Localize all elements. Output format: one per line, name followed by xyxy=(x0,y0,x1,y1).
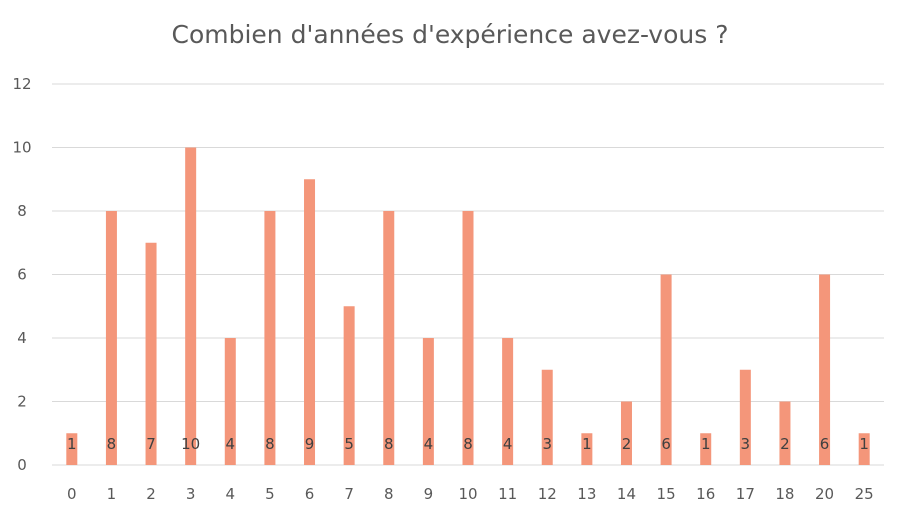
data-label-15: 6 xyxy=(661,435,671,453)
x-tick-label-25: 25 xyxy=(855,485,874,503)
bar-10 xyxy=(462,211,474,465)
bar-6 xyxy=(304,179,316,465)
bar-8 xyxy=(383,211,395,465)
data-label-12: 3 xyxy=(542,435,552,453)
data-label-6: 9 xyxy=(305,435,315,453)
y-tick-label-8: 8 xyxy=(17,202,27,220)
data-label-4: 4 xyxy=(226,435,236,453)
x-tick-label-6: 6 xyxy=(305,485,315,503)
x-tick-label-7: 7 xyxy=(344,485,354,503)
x-tick-label-14: 14 xyxy=(617,485,636,503)
data-label-5: 8 xyxy=(265,435,275,453)
bar-12 xyxy=(541,369,553,465)
bars xyxy=(66,147,870,465)
data-label-1: 8 xyxy=(107,435,117,453)
bar-14 xyxy=(620,401,632,465)
x-tick-label-9: 9 xyxy=(424,485,434,503)
x-tick-label-16: 16 xyxy=(696,485,715,503)
x-tick-label-11: 11 xyxy=(498,485,517,503)
bar-15 xyxy=(660,274,672,465)
bar-0 xyxy=(66,433,78,465)
y-axis-tick-labels: 0 2 4 6 8 10 12 xyxy=(12,75,31,474)
bar-5 xyxy=(264,211,276,465)
data-label-9: 4 xyxy=(424,435,434,453)
x-tick-label-2: 2 xyxy=(146,485,156,503)
bar-16 xyxy=(700,433,712,465)
bar-9 xyxy=(422,338,434,465)
bar-1 xyxy=(105,211,117,465)
x-tick-label-13: 13 xyxy=(577,485,596,503)
x-tick-label-12: 12 xyxy=(538,485,557,503)
data-label-7: 5 xyxy=(344,435,354,453)
data-label-18: 2 xyxy=(780,435,790,453)
data-label-25: 1 xyxy=(859,435,869,453)
x-tick-label-5: 5 xyxy=(265,485,275,503)
x-tick-label-0: 0 xyxy=(67,485,77,503)
x-axis-tick-labels: 0 1 2 3 4 5 6 7 8 9 10 11 12 13 14 15 16 17 18 20 25 xyxy=(67,485,874,503)
data-label-16: 1 xyxy=(701,435,711,453)
y-tick-label-12: 12 xyxy=(12,75,31,93)
data-label-8: 8 xyxy=(384,435,394,453)
y-tick-label-4: 4 xyxy=(17,329,27,347)
bar-11 xyxy=(502,338,514,465)
bar-20 xyxy=(819,274,831,465)
data-label-11: 4 xyxy=(503,435,513,453)
data-label-17: 3 xyxy=(741,435,751,453)
y-tick-label-6: 6 xyxy=(17,266,27,284)
y-tick-label-10: 10 xyxy=(12,139,31,157)
x-tick-label-8: 8 xyxy=(384,485,394,503)
x-tick-label-18: 18 xyxy=(775,485,794,503)
data-label-2: 7 xyxy=(146,435,156,453)
y-tick-label-2: 2 xyxy=(17,393,27,411)
bar-17 xyxy=(739,369,751,465)
bar-25 xyxy=(858,433,870,465)
x-tick-label-1: 1 xyxy=(107,485,117,503)
x-tick-label-4: 4 xyxy=(226,485,236,503)
x-tick-label-3: 3 xyxy=(186,485,196,503)
data-labels: 1 8 7 10 4 8 9 5 8 4 8 4 3 1 2 6 1 3 2 6 1 xyxy=(67,435,869,453)
x-tick-label-20: 20 xyxy=(815,485,834,503)
bar-7 xyxy=(343,306,355,465)
bar-13 xyxy=(581,433,593,465)
y-tick-label-0: 0 xyxy=(17,456,27,474)
bar-18 xyxy=(779,401,791,465)
bar-3 xyxy=(185,147,197,465)
x-tick-label-17: 17 xyxy=(736,485,755,503)
data-label-0: 1 xyxy=(67,435,77,453)
bar-4 xyxy=(224,338,236,465)
data-label-14: 2 xyxy=(622,435,632,453)
data-label-10: 8 xyxy=(463,435,473,453)
data-label-20: 6 xyxy=(820,435,830,453)
bar-2 xyxy=(145,242,157,465)
data-label-13: 1 xyxy=(582,435,592,453)
x-tick-label-10: 10 xyxy=(458,485,477,503)
data-label-3: 10 xyxy=(181,435,200,453)
chart-title: Combien d'années d'expérience avez-vous … xyxy=(172,20,729,49)
x-tick-label-15: 15 xyxy=(657,485,676,503)
